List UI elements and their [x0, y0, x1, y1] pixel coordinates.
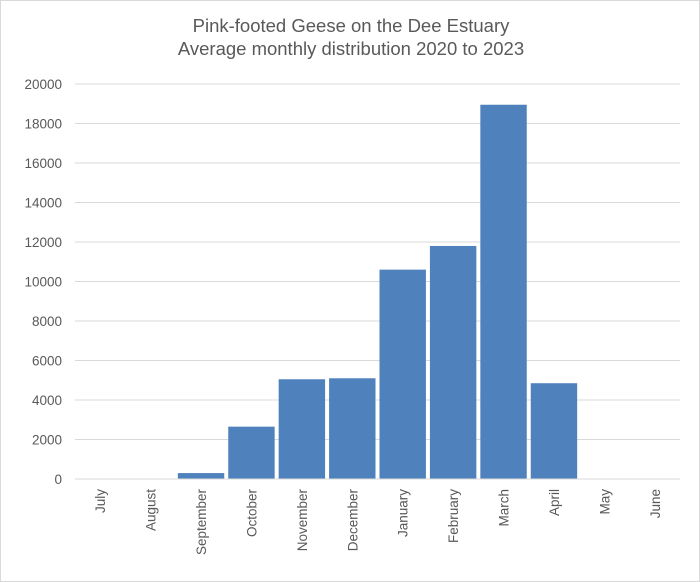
y-tick-label: 6000: [32, 354, 62, 369]
y-tick-label: 12000: [24, 235, 62, 250]
y-tick-label: 20000: [24, 77, 62, 92]
bar-february: [429, 245, 477, 479]
x-tick-label-january: January: [396, 489, 411, 537]
bar-march: [480, 104, 527, 480]
x-tick-label-march: March: [497, 489, 512, 527]
gridlines: [75, 83, 680, 440]
x-tick-label-november: November: [295, 489, 310, 552]
y-axis-tick-labels: 0 2000 4000 6000 8000 10000 12000 14000 16000 180…: [24, 77, 62, 487]
bar-october: [228, 426, 275, 479]
bar-january: [379, 269, 426, 479]
bar-april: [530, 383, 578, 479]
x-tick-label-february: February: [446, 489, 461, 543]
bar-september: [177, 473, 225, 479]
y-tick-label: 14000: [24, 196, 62, 211]
x-tick-label-june: June: [648, 489, 663, 518]
y-tick-label: 0: [54, 472, 62, 487]
x-tick-label-september: September: [194, 489, 209, 556]
y-tick-label: 8000: [32, 314, 62, 329]
y-tick-label: 16000: [24, 156, 62, 171]
y-tick-label: 18000: [24, 117, 62, 132]
x-tick-label-october: October: [244, 489, 259, 538]
y-tick-label: 4000: [32, 393, 62, 408]
x-tick-label-april: April: [547, 489, 562, 516]
y-tick-label: 2000: [32, 433, 62, 448]
x-tick-label-august: August: [144, 489, 159, 531]
chart-title: Pink-footed Geese on the Dee Estuary: [193, 15, 510, 36]
x-tick-label-july: July: [93, 489, 108, 513]
x-axis-tick-labels: July August September October November Decemb…: [93, 489, 663, 556]
chart-subtitle: Average monthly distribution 2020 to 202…: [178, 38, 524, 59]
y-tick-label: 10000: [24, 275, 62, 290]
x-tick-label-may: May: [597, 489, 612, 515]
bar-december: [329, 378, 376, 479]
bars: [177, 104, 578, 480]
x-tick-label-december: December: [345, 489, 360, 552]
bar-november: [278, 379, 326, 479]
